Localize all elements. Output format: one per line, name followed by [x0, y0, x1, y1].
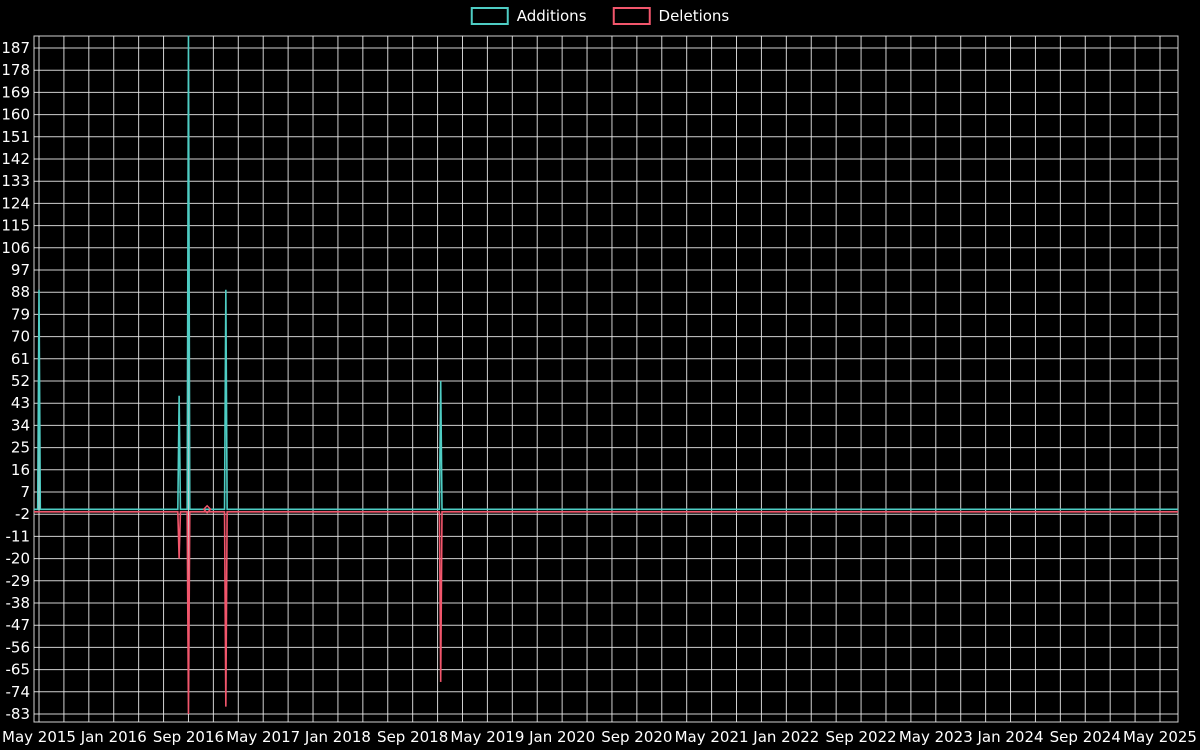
svg-text:-11: -11: [6, 527, 31, 545]
svg-text:May 2025: May 2025: [1123, 728, 1197, 746]
svg-text:May 2019: May 2019: [450, 728, 524, 746]
svg-text:133: 133: [1, 172, 30, 190]
svg-text:May 2015: May 2015: [2, 728, 76, 746]
svg-text:187: 187: [1, 39, 30, 57]
svg-text:178: 178: [1, 61, 30, 79]
svg-text:-2: -2: [15, 505, 30, 523]
svg-text:169: 169: [1, 83, 30, 101]
svg-text:Sep 2020: Sep 2020: [601, 728, 672, 746]
svg-text:Jan 2022: Jan 2022: [752, 728, 819, 746]
svg-text:Jan 2016: Jan 2016: [80, 728, 147, 746]
svg-text:43: 43: [11, 394, 30, 412]
deletions-line: [34, 510, 1178, 715]
svg-text:Sep 2024: Sep 2024: [1050, 728, 1121, 746]
svg-text:Sep 2018: Sep 2018: [377, 728, 448, 746]
deletions-swatch: [612, 7, 651, 25]
y-axis-tick-labels: 187 178 169 160 151 142 133 124 115 106 97 88 79 70 61…: [1, 39, 30, 723]
svg-text:-56: -56: [6, 638, 31, 656]
svg-text:Jan 2024: Jan 2024: [976, 728, 1043, 746]
svg-text:97: 97: [11, 261, 30, 279]
svg-text:-65: -65: [6, 661, 31, 679]
svg-text:Jan 2018: Jan 2018: [304, 728, 371, 746]
additions-legend-label: Additions: [516, 6, 587, 25]
svg-text:88: 88: [11, 283, 30, 301]
svg-text:-38: -38: [6, 594, 31, 612]
chart-legend: Additions Deletions: [470, 6, 730, 25]
additions-line: [34, 35, 1178, 511]
svg-text:124: 124: [1, 194, 30, 212]
svg-text:151: 151: [1, 128, 30, 146]
legend-item-additions[interactable]: Additions: [470, 6, 587, 25]
additions-swatch: [470, 7, 509, 25]
svg-text:160: 160: [1, 106, 30, 124]
svg-text:-74: -74: [6, 683, 31, 701]
svg-text:May 2021: May 2021: [675, 728, 749, 746]
svg-text:25: 25: [11, 439, 30, 457]
svg-text:-29: -29: [6, 572, 31, 590]
svg-text:-20: -20: [6, 550, 31, 568]
svg-text:106: 106: [1, 239, 30, 257]
legend-item-deletions[interactable]: Deletions: [612, 6, 730, 25]
gridlines: [33, 35, 1179, 723]
svg-text:115: 115: [1, 217, 30, 235]
deletions-legend-label: Deletions: [658, 6, 730, 25]
svg-text:-47: -47: [6, 616, 31, 634]
svg-text:7: 7: [20, 483, 30, 501]
svg-text:Sep 2022: Sep 2022: [825, 728, 896, 746]
svg-text:34: 34: [11, 416, 30, 434]
deletions-marker: [202, 504, 212, 514]
svg-text:May 2017: May 2017: [226, 728, 300, 746]
svg-text:52: 52: [11, 372, 30, 390]
svg-text:-83: -83: [6, 705, 31, 723]
svg-text:16: 16: [11, 461, 30, 479]
svg-text:61: 61: [11, 350, 30, 368]
svg-text:May 2023: May 2023: [899, 728, 973, 746]
svg-text:79: 79: [11, 305, 30, 323]
x-axis-tick-labels: May 2015 Jan 2016 Sep 2016 May 2017 Jan 2018…: [2, 728, 1197, 746]
svg-text:70: 70: [11, 328, 30, 346]
svg-text:Sep 2016: Sep 2016: [153, 728, 224, 746]
svg-text:Jan 2020: Jan 2020: [528, 728, 595, 746]
svg-text:142: 142: [1, 150, 30, 168]
